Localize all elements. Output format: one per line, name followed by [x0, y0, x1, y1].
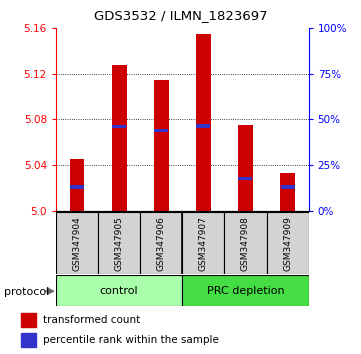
Bar — [56, 275, 182, 306]
Text: GDS3532 / ILMN_1823697: GDS3532 / ILMN_1823697 — [94, 9, 267, 22]
Bar — [154, 80, 169, 211]
Bar — [239, 177, 252, 181]
Text: GSM347909: GSM347909 — [283, 216, 292, 271]
Bar — [196, 124, 210, 127]
Bar — [196, 34, 211, 211]
Text: GSM347906: GSM347906 — [157, 216, 166, 271]
Bar — [280, 173, 295, 211]
Text: GSM347905: GSM347905 — [115, 216, 123, 271]
Bar — [21, 313, 36, 327]
Bar — [280, 185, 295, 189]
Text: GSM347907: GSM347907 — [199, 216, 208, 271]
Text: control: control — [100, 286, 138, 296]
Text: percentile rank within the sample: percentile rank within the sample — [43, 335, 219, 345]
Text: PRC depletion: PRC depletion — [206, 286, 284, 296]
Text: transformed count: transformed count — [43, 315, 140, 325]
Text: GSM347904: GSM347904 — [73, 216, 82, 271]
Bar — [225, 212, 266, 274]
Bar — [154, 129, 168, 132]
Bar — [182, 275, 309, 306]
Bar — [112, 125, 126, 129]
Bar — [70, 159, 84, 211]
Bar — [238, 125, 253, 211]
Bar — [182, 212, 225, 274]
Bar — [112, 65, 126, 211]
Text: protocol: protocol — [4, 287, 49, 297]
Bar — [56, 212, 98, 274]
Bar — [21, 333, 36, 347]
Bar — [70, 185, 84, 189]
Bar — [266, 212, 309, 274]
Bar — [140, 212, 182, 274]
Bar — [98, 212, 140, 274]
Text: GSM347908: GSM347908 — [241, 216, 250, 271]
